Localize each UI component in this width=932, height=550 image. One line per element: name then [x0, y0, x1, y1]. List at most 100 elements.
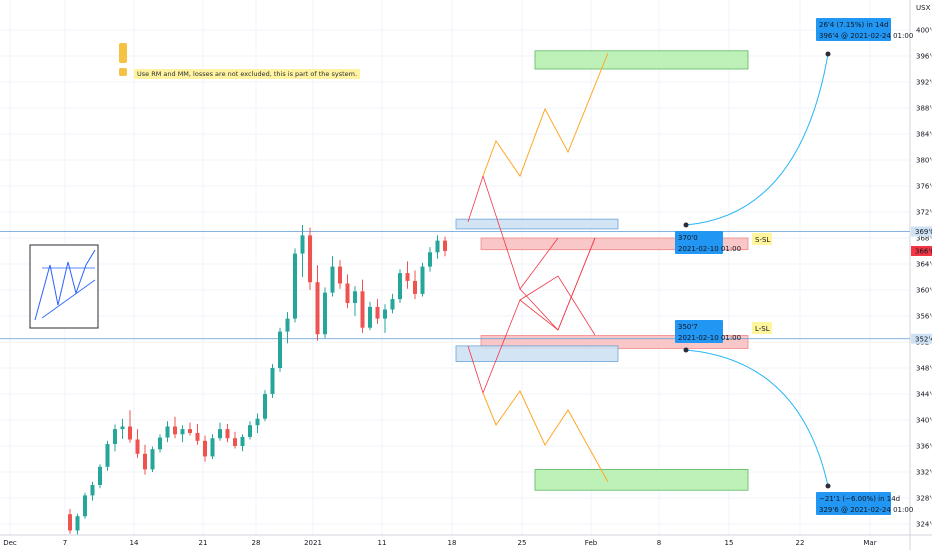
y-tick-label: 336'0	[916, 443, 932, 451]
price-marker-long-box[interactable]	[675, 320, 723, 343]
pattern-box[interactable]	[29, 244, 99, 329]
candle-body[interactable]	[270, 368, 275, 394]
candle-body[interactable]	[330, 266, 335, 293]
y-tick-label: 396'0	[916, 53, 932, 61]
x-tick-label: 18	[448, 539, 457, 547]
candle-body[interactable]	[263, 394, 267, 419]
y-tick-label: 340'0	[916, 417, 932, 425]
candle-body[interactable]	[345, 283, 350, 304]
price-tag-box[interactable]	[911, 246, 932, 256]
candle-body[interactable]	[375, 306, 380, 319]
candle-body[interactable]	[293, 253, 297, 319]
x-tick-label: 14	[130, 539, 139, 547]
candle-body[interactable]	[353, 291, 357, 303]
price-marker-short-line2: 2021-02-10 01:00	[678, 245, 741, 253]
candle-body[interactable]	[98, 466, 102, 485]
price-tag-text: 352'4	[915, 335, 932, 343]
ssl-label: S-SL	[755, 236, 770, 244]
candle-body[interactable]	[113, 429, 117, 445]
anchor-point[interactable]	[683, 347, 689, 353]
ssl-label-bg	[752, 233, 772, 245]
price-marker-short-line1: 370'0	[678, 234, 698, 242]
candle-body[interactable]	[255, 418, 260, 426]
candle-body[interactable]	[300, 235, 305, 254]
pattern-support	[41, 279, 96, 319]
candle-body[interactable]	[173, 426, 177, 435]
x-tick-label: Dec	[3, 539, 17, 547]
zone-box[interactable]	[534, 468, 749, 491]
candle-body[interactable]	[165, 426, 170, 438]
candle-body[interactable]	[105, 444, 110, 467]
projection-label-up-line2: 396'4 @ 2021-02-24 01:00	[819, 32, 913, 40]
zone-box[interactable]	[455, 345, 619, 362]
candle-body[interactable]	[158, 437, 162, 450]
candle-body[interactable]	[135, 439, 140, 454]
candle-body[interactable]	[315, 282, 320, 335]
zone-box[interactable]	[455, 218, 619, 230]
candle-body[interactable]	[443, 240, 447, 251]
y-tick-label: 392'0	[916, 79, 932, 87]
candle-body[interactable]	[278, 331, 282, 368]
candle-body[interactable]	[420, 266, 425, 294]
price-tag-box[interactable]	[911, 226, 932, 237]
candle-body[interactable]	[90, 485, 95, 496]
lsl-label: L-SL	[755, 325, 770, 333]
candle-body[interactable]	[240, 436, 245, 446]
anchor-point[interactable]	[683, 222, 689, 228]
candle-body[interactable]	[150, 449, 155, 470]
candle-body[interactable]	[225, 429, 230, 439]
y-tick-label: 348'0	[916, 365, 932, 373]
y-tick-label: 364'0	[916, 261, 932, 269]
candle-body[interactable]	[428, 252, 432, 267]
price-tag-box[interactable]	[911, 333, 932, 344]
price-marker-long-line1: 350'7	[678, 323, 698, 331]
note-dot-icon	[119, 68, 127, 76]
projection-label-up-box[interactable]	[816, 18, 891, 41]
note-text: Use RM and MM, losses are not excluded, …	[134, 69, 361, 79]
x-tick-label: 8	[657, 539, 661, 547]
projection-label-up-line1: 26'4 (7.15%) in 14d	[819, 21, 888, 29]
projection-arc-up	[685, 53, 829, 226]
price-marker-short-box[interactable]	[675, 231, 723, 254]
pattern-zigzag	[34, 249, 96, 321]
candle-body[interactable]	[120, 426, 125, 430]
candle-body[interactable]	[285, 318, 290, 332]
candle-body[interactable]	[75, 516, 80, 531]
candle-body[interactable]	[203, 440, 207, 457]
candle-body[interactable]	[68, 514, 72, 531]
candle-body[interactable]	[368, 306, 372, 328]
anchor-point[interactable]	[825, 483, 831, 489]
candle-body[interactable]	[210, 438, 215, 457]
candle-body[interactable]	[398, 273, 402, 300]
candle-body[interactable]	[308, 235, 312, 283]
candle-body[interactable]	[413, 280, 417, 294]
candle-body[interactable]	[338, 266, 342, 284]
candle-body[interactable]	[233, 438, 237, 446]
x-tick-label: 28	[252, 539, 261, 547]
candle-body[interactable]	[360, 291, 365, 328]
projection-arc-down	[685, 349, 829, 487]
candle-body[interactable]	[323, 292, 327, 335]
y-tick-label: 400'0	[916, 27, 932, 35]
candle-body[interactable]	[83, 495, 87, 517]
candle-body[interactable]	[248, 425, 252, 437]
candle-body[interactable]	[405, 273, 410, 281]
zone-box[interactable]	[480, 237, 749, 251]
projection-label-down-box[interactable]	[816, 492, 891, 515]
note-icon[interactable]	[119, 43, 127, 63]
candle-body[interactable]	[218, 429, 222, 439]
currency-unit-label: USX	[916, 4, 931, 12]
candle-body[interactable]	[128, 426, 132, 440]
lsl-label-bg	[752, 322, 772, 334]
candle-body[interactable]	[435, 240, 440, 253]
candle-body[interactable]	[383, 309, 387, 319]
candle-body[interactable]	[390, 299, 395, 310]
candle-body[interactable]	[188, 429, 192, 433]
anchor-point[interactable]	[825, 51, 831, 57]
candle-body[interactable]	[180, 429, 185, 435]
zone-box[interactable]	[534, 50, 749, 70]
price-tag-text: 366'0	[915, 248, 932, 256]
candle-body[interactable]	[143, 453, 147, 470]
candle-body[interactable]	[195, 433, 200, 441]
